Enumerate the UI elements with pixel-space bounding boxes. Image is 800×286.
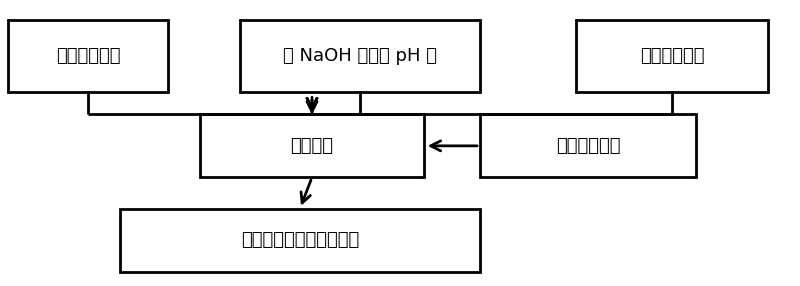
Bar bbox=[120, 209, 480, 272]
Bar bbox=[480, 114, 696, 177]
Bar bbox=[576, 20, 768, 92]
Bar bbox=[240, 20, 480, 92]
Text: 搅拌消除固结: 搅拌消除固结 bbox=[556, 137, 620, 155]
Text: 超声清洗: 超声清洗 bbox=[290, 137, 334, 155]
Text: 满足国家允许标准临界值: 满足国家允许标准临界值 bbox=[241, 231, 359, 249]
Text: 调节体系温度: 调节体系温度 bbox=[640, 47, 704, 65]
Text: 控制泥浆浓度: 控制泥浆浓度 bbox=[56, 47, 120, 65]
Bar bbox=[200, 114, 424, 177]
Text: 用 NaOH 溶液调 pH 值: 用 NaOH 溶液调 pH 值 bbox=[283, 47, 437, 65]
Bar bbox=[8, 20, 168, 92]
